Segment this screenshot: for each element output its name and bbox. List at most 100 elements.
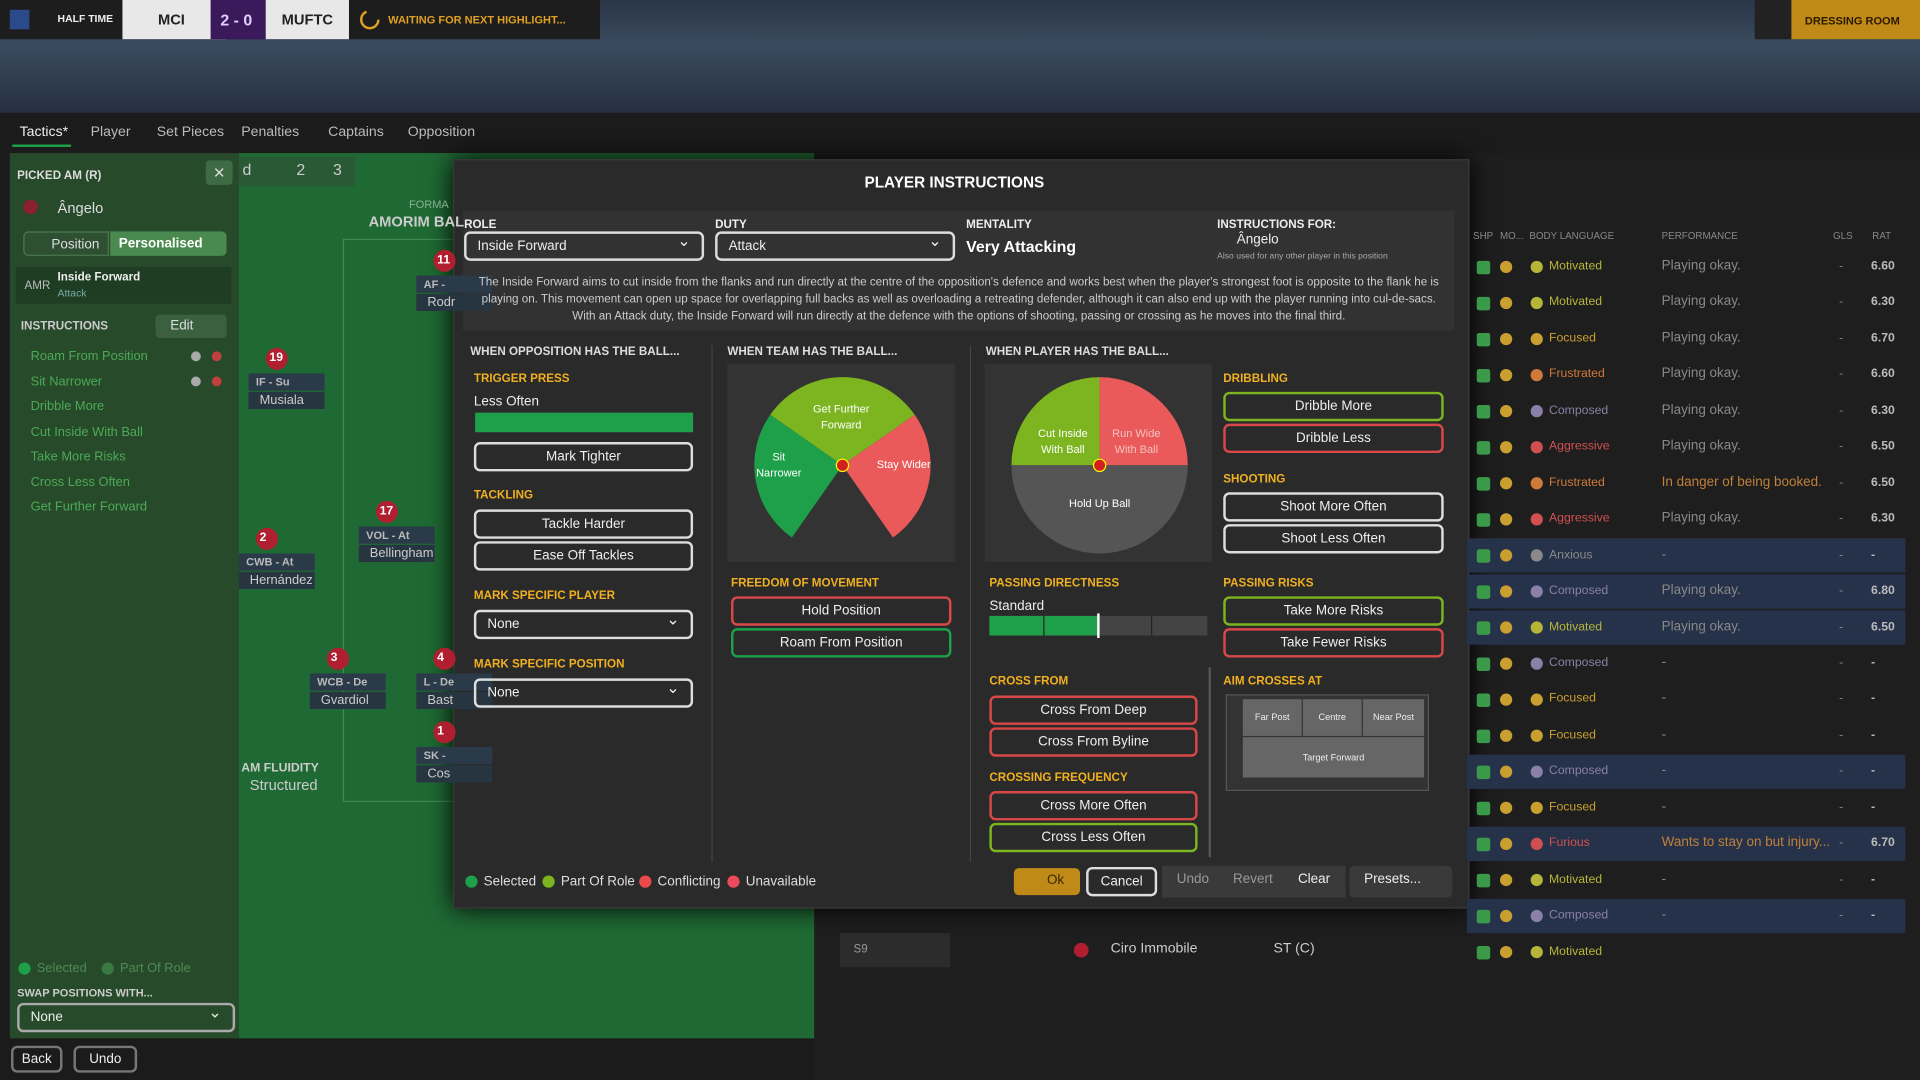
legend-label: Part Of Role bbox=[560, 874, 635, 889]
button[interactable]: Cross Less Often bbox=[989, 822, 1198, 853]
wheel-option[interactable]: Get Further Forward bbox=[813, 402, 870, 432]
player-name: Musiala bbox=[248, 391, 325, 409]
wheel-option[interactable]: Hold Up Ball bbox=[1068, 497, 1131, 510]
body-language: Motivated bbox=[1548, 295, 1603, 310]
dropdown[interactable]: None bbox=[473, 607, 694, 640]
aim-option[interactable]: Far Post bbox=[1242, 699, 1302, 736]
toggle[interactable]: Personalised bbox=[110, 231, 227, 256]
tab[interactable]: Captains bbox=[328, 124, 384, 140]
button[interactable]: Cross More Often bbox=[989, 791, 1198, 821]
wheel-option[interactable]: Run Wide With Ball bbox=[1112, 427, 1161, 456]
aim-option[interactable]: Near Post bbox=[1362, 699, 1425, 736]
menu-toggle[interactable] bbox=[1754, 0, 1792, 40]
button[interactable]: Dribble Less bbox=[1223, 423, 1444, 454]
tab-underline bbox=[12, 144, 72, 147]
action-button[interactable]: Ok bbox=[1046, 873, 1065, 888]
wheel-option[interactable]: Sit Narrower bbox=[756, 450, 802, 479]
aim-option[interactable]: Target Forward bbox=[1242, 737, 1425, 778]
tab[interactable]: Player bbox=[90, 124, 131, 140]
divider bbox=[711, 345, 713, 863]
morale-icon bbox=[1500, 513, 1513, 526]
button[interactable]: Take Fewer Risks bbox=[1223, 628, 1444, 658]
player-shirt bbox=[433, 721, 456, 744]
body-language: Aggressive bbox=[1548, 439, 1610, 454]
toggle[interactable]: Position bbox=[23, 231, 109, 256]
wheel-sector bbox=[1011, 377, 1100, 466]
role-description: The Inside Forward aims to cut inside fr… bbox=[478, 275, 1439, 324]
body-icon bbox=[1530, 909, 1543, 923]
morale-icon bbox=[1500, 260, 1513, 274]
wheel-option[interactable]: Stay Wider bbox=[876, 457, 931, 471]
button[interactable]: Cross From Deep bbox=[989, 695, 1198, 725]
shirt-number: 11 bbox=[437, 253, 451, 267]
button[interactable]: Shoot Less Often bbox=[1223, 524, 1444, 554]
dropdown[interactable]: None bbox=[17, 1000, 236, 1033]
aim-option[interactable]: Centre bbox=[1302, 699, 1362, 736]
ship-icon bbox=[1476, 369, 1491, 383]
morale-icon bbox=[1500, 477, 1513, 490]
instruction: Get Further Forward bbox=[30, 499, 148, 515]
performance: Playing okay. bbox=[1661, 402, 1741, 418]
tab[interactable]: Penalties bbox=[241, 124, 300, 140]
wheel-centre bbox=[1092, 458, 1107, 473]
morale-icon bbox=[1500, 549, 1513, 562]
performance: Playing okay. bbox=[1661, 294, 1741, 310]
edit-button[interactable]: Edit bbox=[155, 314, 227, 338]
body-language: Focused bbox=[1548, 800, 1596, 814]
action-button[interactable]: Revert bbox=[1233, 871, 1273, 887]
section-label: PASSING RISKS bbox=[1223, 576, 1314, 591]
button[interactable]: Tackle Harder bbox=[473, 509, 694, 539]
dressing-room-button[interactable] bbox=[1791, 0, 1920, 40]
tab[interactable]: Tactics* bbox=[19, 124, 69, 140]
body-language: Focused bbox=[1548, 331, 1596, 346]
action-button[interactable]: Clear bbox=[1297, 871, 1331, 887]
ship-icon bbox=[1476, 441, 1491, 455]
settings-icon bbox=[191, 351, 201, 362]
home-team: MCI bbox=[157, 11, 185, 29]
button[interactable]: Take More Risks bbox=[1223, 596, 1444, 626]
button[interactable]: Undo bbox=[73, 1045, 138, 1073]
action-button[interactable]: Undo bbox=[1176, 871, 1209, 887]
body-icon bbox=[1530, 369, 1543, 382]
action-button[interactable]: Cancel bbox=[1086, 866, 1158, 897]
section-label: MARK SPECIFIC PLAYER bbox=[473, 588, 615, 603]
action-button[interactable]: Presets... bbox=[1364, 871, 1421, 887]
rating: 6.50 bbox=[1871, 439, 1895, 454]
wheel-option[interactable]: Cut Inside With Ball bbox=[1038, 427, 1088, 456]
remove-icon bbox=[211, 351, 222, 362]
morale-icon bbox=[1500, 945, 1513, 959]
ship-icon bbox=[1476, 296, 1491, 311]
button[interactable]: Dribble More bbox=[1223, 391, 1444, 422]
remove-icon bbox=[211, 376, 222, 387]
body-icon bbox=[1530, 332, 1543, 346]
button[interactable]: Hold Position bbox=[731, 596, 952, 626]
field-label: ROLE bbox=[464, 217, 497, 232]
button[interactable]: Back bbox=[11, 1045, 63, 1073]
field-label: INSTRUCTIONS FOR: bbox=[1217, 217, 1337, 232]
body-icon bbox=[1530, 945, 1543, 959]
rating: - bbox=[1871, 764, 1876, 778]
button[interactable]: Cross From Byline bbox=[989, 727, 1198, 757]
wheel-sector bbox=[1011, 465, 1188, 554]
button-strip bbox=[1162, 865, 1346, 898]
body-language: Composed bbox=[1548, 584, 1609, 598]
dressing-room: DRESSING ROOM bbox=[1804, 14, 1900, 27]
dropdown[interactable]: None bbox=[473, 676, 694, 708]
button[interactable]: Ease Off Tackles bbox=[473, 541, 694, 571]
tab[interactable]: Opposition bbox=[407, 124, 476, 140]
button[interactable]: Roam From Position bbox=[731, 628, 952, 658]
rating: - bbox=[1871, 692, 1876, 706]
button[interactable]: Mark Tighter bbox=[473, 442, 694, 472]
dropdown[interactable]: Attack bbox=[715, 229, 956, 261]
tab[interactable]: Set Pieces bbox=[156, 124, 225, 140]
rating: 6.30 bbox=[1871, 403, 1895, 418]
column-header: WHEN OPPOSITION HAS THE BALL... bbox=[470, 345, 680, 359]
body-language: Focused bbox=[1548, 728, 1596, 742]
goals: - bbox=[1839, 800, 1844, 814]
dropdown[interactable]: Inside Forward bbox=[464, 229, 705, 261]
legend-label: Part Of Role bbox=[120, 961, 191, 976]
goals: - bbox=[1839, 331, 1844, 346]
body-language: Composed bbox=[1548, 656, 1609, 670]
body-language: Composed bbox=[1548, 764, 1609, 778]
button[interactable]: Shoot More Often bbox=[1223, 492, 1444, 522]
